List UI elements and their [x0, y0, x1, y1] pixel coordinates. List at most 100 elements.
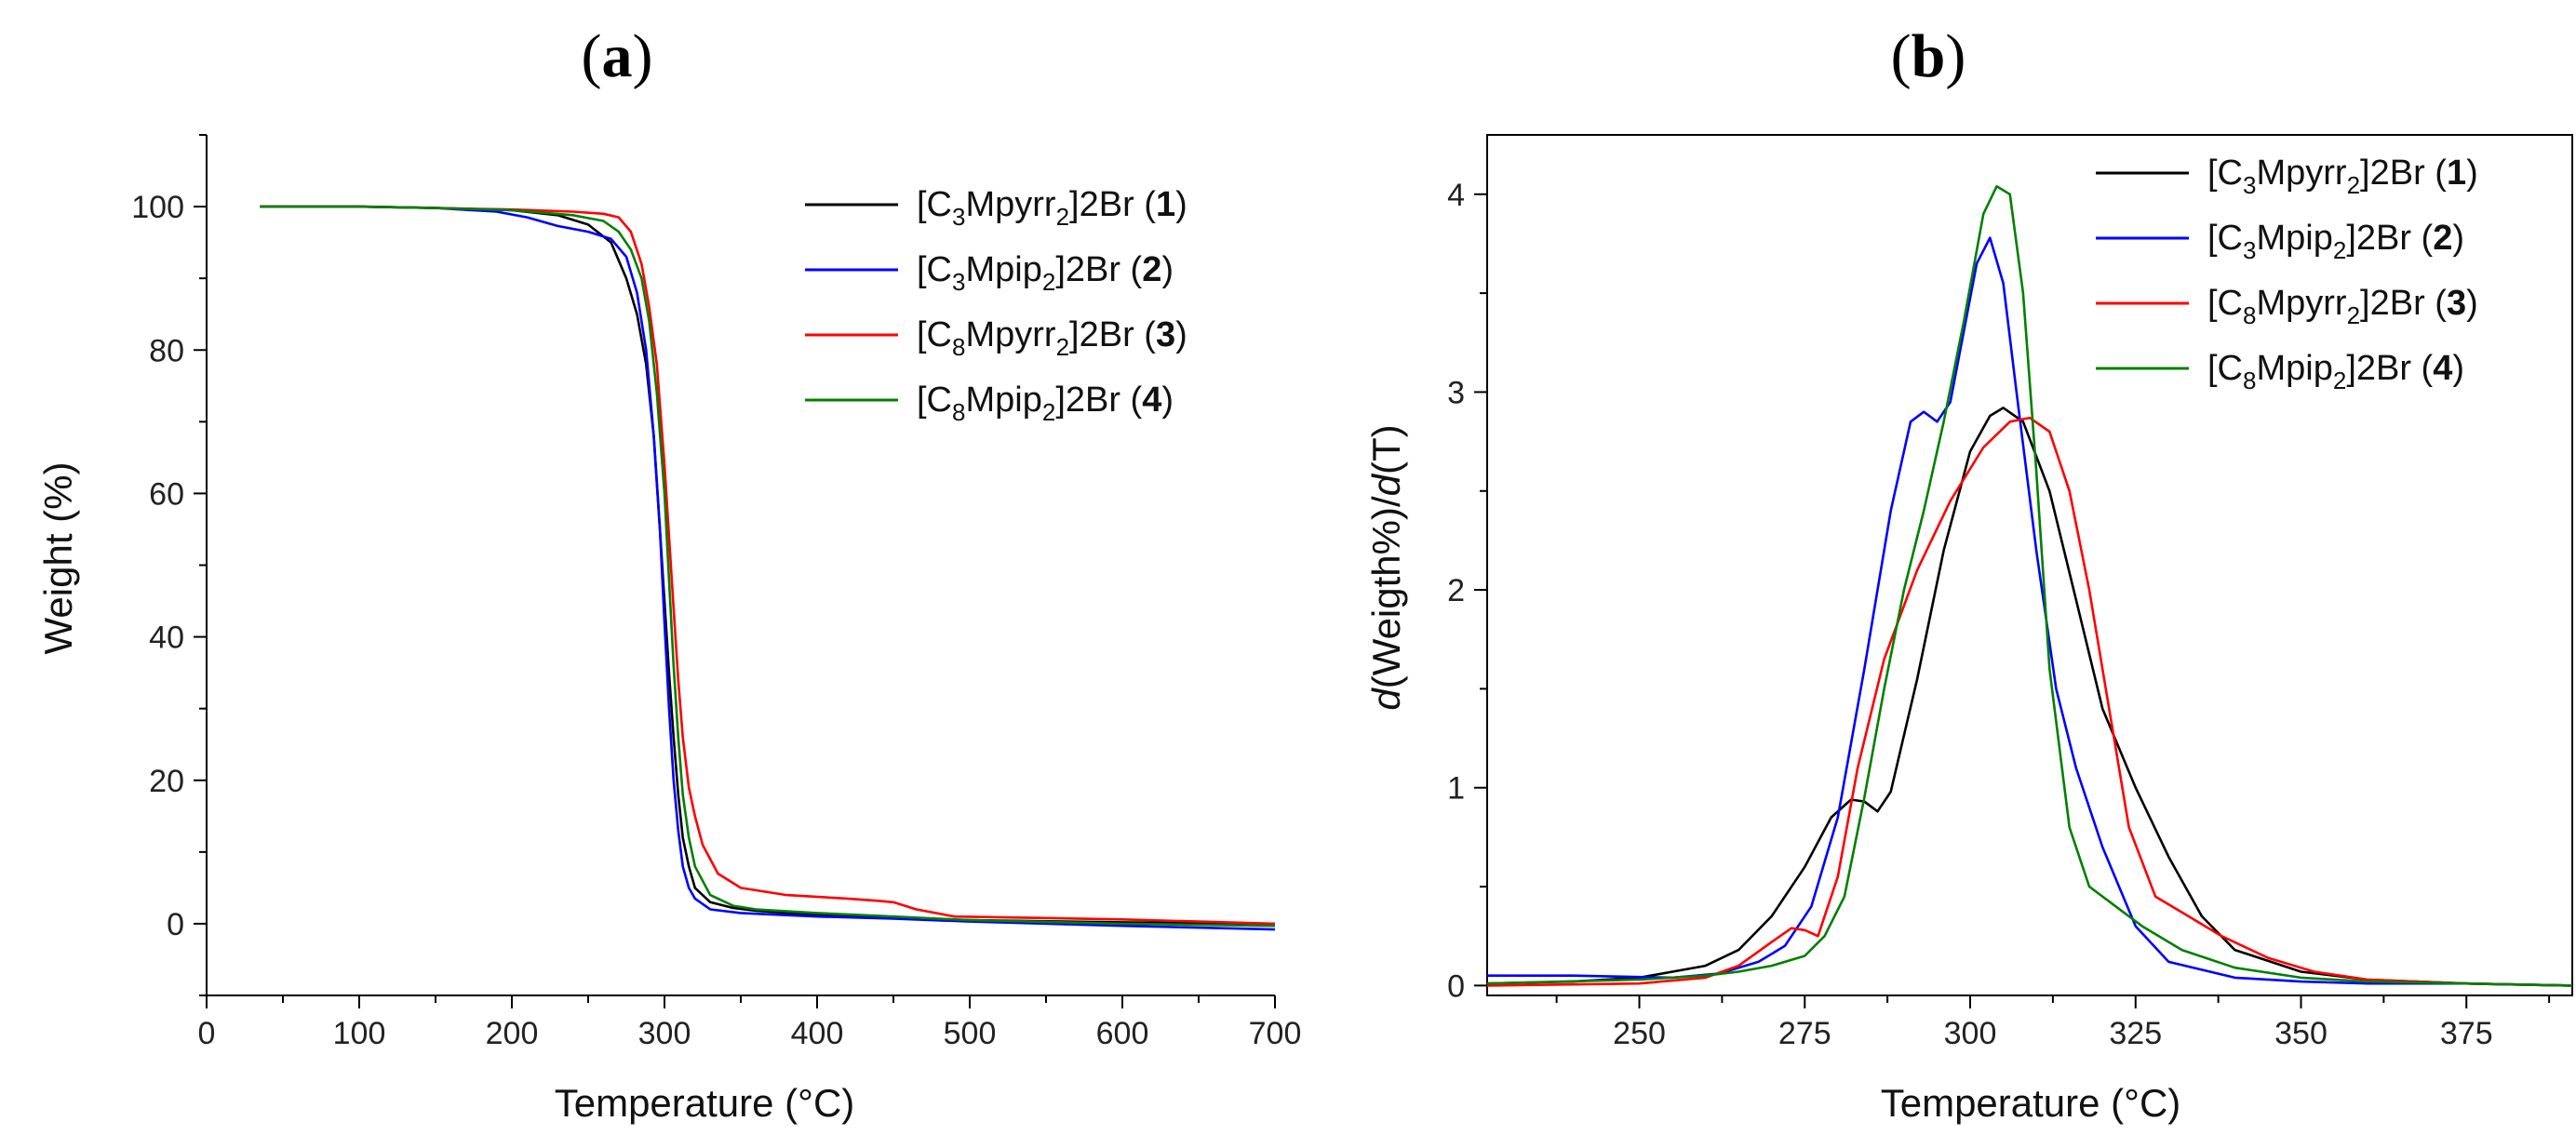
- y-tick-label: 0: [167, 907, 184, 942]
- legend-part-pre: [C: [917, 315, 952, 354]
- x-tick-label: 375: [2440, 1016, 2493, 1051]
- chart-b-axes: [1486, 134, 2573, 996]
- legend-part-post: ]2Br (: [1069, 315, 1156, 354]
- legend-label-4: [C8Mpip2]2Br (4): [2207, 349, 2464, 394]
- legend-part-post: ]2Br (: [2346, 349, 2433, 388]
- legend-part-sub1: 8: [2243, 301, 2256, 329]
- legend-part-num: 1: [1156, 185, 1175, 224]
- y-tick-label: 1: [1447, 771, 1465, 807]
- legend-part-sub1: 3: [952, 268, 965, 296]
- chart-b-ticks: 250 275 300 325 350 375 0 1 2 3 4: [1447, 178, 2551, 1051]
- legend-part-mid: Mpip: [2256, 349, 2332, 388]
- legend-label-3: [C8Mpyrr2]2Br (3): [2207, 284, 2478, 329]
- legend-part-post: ]2Br (: [2360, 284, 2447, 323]
- panel-b-paren-open: (: [1891, 22, 1912, 90]
- y-tick-label: 2: [1447, 573, 1465, 608]
- legend-part-pre: [C: [2207, 154, 2243, 193]
- legend-part-sub2: 2: [1042, 268, 1055, 296]
- legend-part-close: ): [1161, 380, 1174, 420]
- legend-part-close: ): [2452, 219, 2464, 258]
- chart-b-series-line-1: [1486, 407, 2573, 987]
- legend-label-2: [C3Mpip2]2Br (2): [2207, 219, 2464, 264]
- y-tick-label: 80: [149, 333, 184, 368]
- legend-part-sub2: 2: [2333, 236, 2346, 264]
- legend-label-4: [C8Mpip2]2Br (4): [917, 380, 1174, 426]
- chart-a: 0 100 200 300 400 500 600 700 0 20 40 60 80 100 Tempe…: [36, 134, 1302, 1125]
- y-tick-label: 100: [131, 190, 184, 225]
- chart-a-series-line-2: [260, 205, 1276, 931]
- chart-b-series-line-2: [1487, 236, 2573, 987]
- legend-part-sub1: 8: [952, 398, 965, 426]
- chart-a-series-line-1: [260, 205, 1276, 926]
- legend-part-sub1: 3: [2243, 236, 2256, 264]
- chart-b-ylabel-d2: d: [1364, 473, 1408, 496]
- chart-b-series-line-4: [1486, 185, 2573, 987]
- legend-part-post: ]2Br (: [1055, 380, 1142, 420]
- legend-part-pre: [C: [2207, 219, 2243, 258]
- legend-part-post: ]2Br (: [1069, 185, 1156, 224]
- y-tick-label: 20: [149, 764, 184, 799]
- legend-part-sub1: 8: [2243, 367, 2256, 394]
- panel-a-paren-close: ): [633, 22, 653, 90]
- legend-part-pre: [C: [917, 185, 952, 224]
- chart-a-series: [260, 205, 1276, 931]
- legend-part-sub2: 2: [2347, 171, 2360, 199]
- chart-b-ylabel: d(Weigth%)/d(T): [1364, 424, 1408, 710]
- panel-label-b: (b): [1891, 22, 1966, 90]
- x-tick-label: 400: [791, 1016, 844, 1051]
- chart-b: 250 275 300 325 350 375 0 1 2 3 4 Temperature (°C)…: [1364, 134, 2573, 1125]
- legend-label-1: [C3Mpyrr2]2Br (1): [2207, 154, 2478, 199]
- panel-b-letter: b: [1912, 22, 1946, 90]
- x-tick-label: 300: [638, 1016, 691, 1051]
- legend-part-mid: Mpyrr: [2256, 154, 2346, 193]
- legend-part-num: 4: [2433, 349, 2452, 388]
- x-tick-label: 200: [486, 1016, 539, 1051]
- panel-b-paren-close: ): [1945, 22, 1966, 90]
- legend-part-sub1: 3: [2243, 171, 2256, 199]
- panel-a-letter: a: [602, 22, 633, 90]
- chart-b-xlabel: Temperature (°C): [1881, 1081, 2181, 1125]
- legend-part-pre: [C: [2207, 284, 2243, 323]
- x-tick-label: 100: [333, 1016, 386, 1051]
- chart-a-series-line-3: [260, 205, 1276, 926]
- legend-part-post: ]2Br (: [2346, 219, 2433, 258]
- legend-part-pre: [C: [917, 250, 952, 289]
- legend-part-close: ): [2466, 154, 2478, 193]
- legend-part-num: 2: [1142, 250, 1161, 289]
- y-tick-label: 60: [149, 476, 184, 512]
- chart-a-ticks: 0 100 200 300 400 500 600 700 0 20 40 60 80 100: [131, 134, 1302, 1051]
- legend-part-close: ): [2452, 349, 2464, 388]
- chart-a-ylabel: Weight (%): [36, 462, 80, 655]
- x-tick-label: 700: [1249, 1016, 1302, 1051]
- chart-a-series-line-4: [260, 205, 1276, 928]
- x-tick-label: 500: [944, 1016, 997, 1051]
- y-tick-label: 4: [1447, 178, 1465, 213]
- legend-part-num: 2: [2433, 219, 2452, 258]
- legend-part-post: ]2Br (: [2360, 154, 2447, 193]
- legend-part-close: ): [2466, 284, 2478, 323]
- x-tick-label: 250: [1613, 1016, 1666, 1051]
- legend-part-sub1: 8: [952, 333, 965, 361]
- legend-part-close: ): [1175, 185, 1187, 224]
- legend-label-2: [C3Mpip2]2Br (2): [917, 250, 1174, 296]
- legend-part-num: 1: [2447, 154, 2466, 193]
- chart-b-ylabel-end: (T): [1364, 424, 1408, 474]
- x-tick-label: 325: [2109, 1016, 2162, 1051]
- legend-part-sub2: 2: [1056, 333, 1069, 361]
- chart-b-series: [1486, 185, 2573, 987]
- y-tick-label: 40: [149, 621, 184, 656]
- legend-part-close: ): [1161, 250, 1174, 289]
- chart-b-ylabel-d1: d: [1364, 687, 1408, 711]
- legend-part-sub1: 3: [952, 203, 965, 231]
- y-tick-label: 0: [1447, 968, 1465, 1004]
- legend-part-sub2: 2: [1042, 398, 1055, 426]
- legend-part-mid: Mpip: [965, 250, 1041, 289]
- chart-b-frame: [1486, 134, 2573, 996]
- legend-part-sub2: 2: [2333, 367, 2346, 394]
- legend-part-pre: [C: [917, 380, 952, 420]
- legend-part-mid: Mpyrr: [2256, 284, 2346, 323]
- legend-part-mid: Mpyrr: [965, 185, 1055, 224]
- chart-b-ylabel-mid: (Weigth%)/: [1364, 496, 1408, 688]
- legend-part-mid: Mpip: [2256, 219, 2332, 258]
